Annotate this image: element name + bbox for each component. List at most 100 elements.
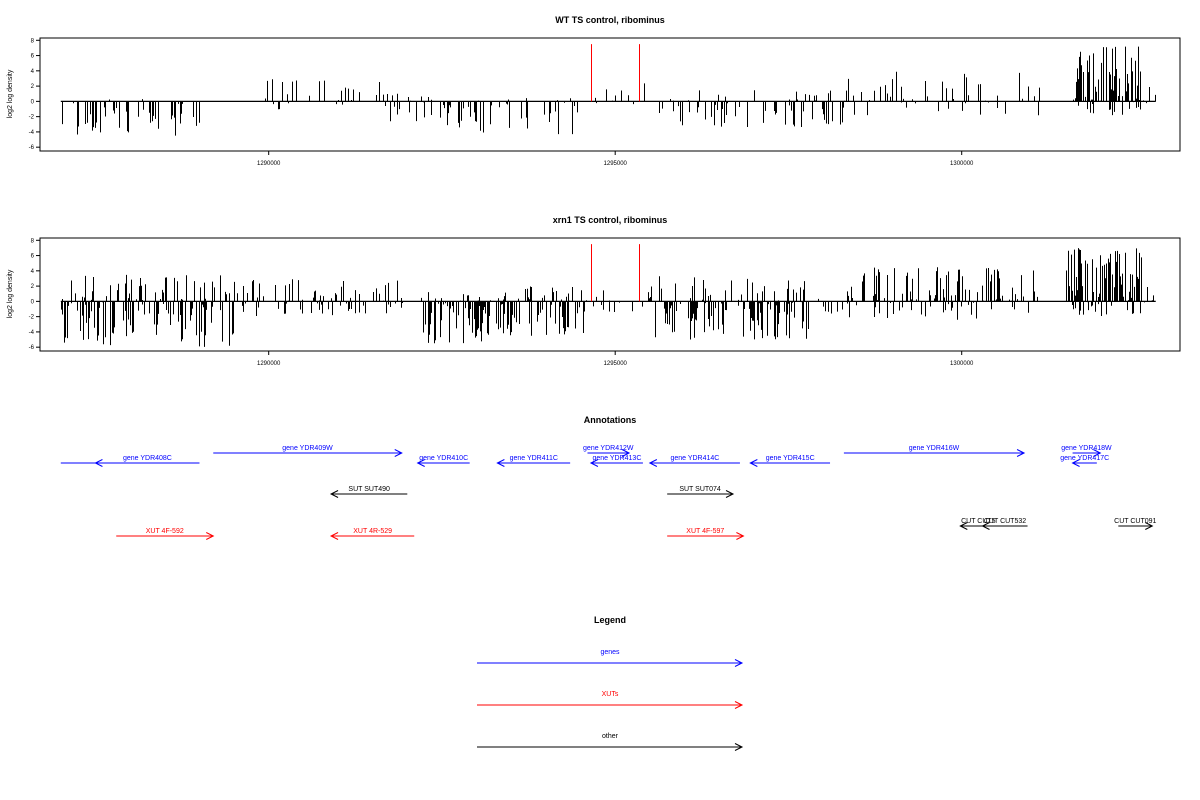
feature-label: XUT 4F-597 — [686, 528, 724, 535]
feature-label: gene YDR411C — [510, 455, 558, 462]
y-tick-label: -2 — [29, 115, 35, 121]
annotation-genes-feature: gene YDR416W — [843, 445, 1026, 457]
legend-label: other — [602, 733, 619, 740]
y-tick-label: 6 — [31, 254, 35, 260]
x-tick-label: 1290000 — [257, 361, 281, 367]
annotation-XUTs-feature: XUT 4F-592 — [116, 528, 215, 540]
annotation-genes-feature: gene YDR414C — [648, 455, 740, 467]
xrn1-density-bars — [60, 248, 1156, 347]
feature-label: CUT CUT5 — [961, 518, 996, 525]
y-tick-label: 4 — [31, 269, 35, 275]
y-tick-label: 2 — [31, 84, 35, 90]
legend-label: XUTs — [602, 691, 619, 698]
x-tick-label: 1295000 — [604, 361, 628, 367]
feature-label: gene YDR408C — [123, 455, 172, 462]
y-tick-label: -2 — [29, 315, 35, 321]
feature-label: gene YDR410C — [419, 455, 468, 462]
annotation-other-feature: SUT SUT490 — [329, 486, 408, 498]
x-tick-label: 1300000 — [950, 361, 974, 367]
legend-entry-genes: genes — [477, 649, 744, 667]
xrn1-panel-title: xrn1 TS control, ribominus — [553, 215, 668, 225]
feature-label: XUT 4R-529 — [353, 528, 392, 535]
y-tick-label: -6 — [29, 145, 35, 151]
legend-label: genes — [600, 649, 620, 656]
feature-label: gene YDR409W — [282, 445, 333, 452]
legend-panel: Legend genes XUTs other — [477, 615, 744, 751]
wt-y-axis: -6 -4 -2 0 2 4 6 8 — [29, 38, 40, 151]
feature-arrowhead — [394, 449, 403, 457]
feature-label: gene YDR417C — [1060, 455, 1109, 462]
feature-label: XUT 4F-592 — [146, 528, 184, 535]
wt-highlight-bars — [591, 44, 640, 102]
wt-plot-frame — [39, 37, 1181, 152]
feature-label: SUT SUT074 — [679, 486, 721, 493]
annotation-genes-feature: gene YDR410C — [416, 455, 470, 467]
feature-arrowhead — [416, 459, 425, 467]
annotation-genes-feature: gene YDR415C — [749, 455, 831, 467]
feature-arrowhead — [959, 522, 968, 530]
wt-track-panel: WT TS control, ribominus log2 log densit… — [7, 15, 1181, 167]
feature-label: gene YDR418W — [1061, 445, 1112, 452]
annotations-title: Annotations — [584, 415, 637, 425]
y-tick-label: 2 — [31, 284, 35, 290]
legend-arrowhead — [734, 743, 744, 751]
feature-arrowhead — [749, 459, 758, 467]
feature-arrowhead — [329, 532, 339, 540]
feature-arrowhead — [496, 459, 505, 467]
legend-entries: genes XUTs other — [477, 649, 744, 751]
y-tick-label: -6 — [29, 345, 35, 351]
annotation-XUTs-feature: XUT 4R-529 — [329, 528, 415, 540]
y-tick-label: -4 — [29, 130, 35, 136]
legend-title: Legend — [594, 615, 626, 625]
xrn1-plot-frame — [39, 237, 1181, 352]
feature-label: gene YDR413C — [592, 455, 641, 462]
annotation-other-feature: SUT SUT074 — [667, 486, 735, 498]
annotation-genes-feature: gene YDR411C — [496, 455, 571, 467]
feature-arrowhead — [206, 532, 215, 540]
wt-y-axis-label: log2 log density — [7, 69, 14, 118]
legend-arrowhead — [734, 659, 744, 667]
x-tick-label: 1295000 — [604, 161, 628, 167]
xrn1-y-axis-label: log2 log density — [7, 269, 14, 318]
annotation-genes-feature: gene YDR418W — [1061, 445, 1112, 457]
y-tick-label: 8 — [31, 238, 35, 244]
wt-density-bars — [60, 46, 1156, 136]
feature-label: SUT SUT490 — [348, 486, 390, 493]
feature-arrowhead — [589, 459, 599, 467]
xrn1-y-axis: -6 -4 -2 0 2 4 6 8 — [29, 238, 40, 351]
legend-arrowhead — [734, 701, 744, 709]
annotation-features: gene YDR408C gene YDR409W gene YDR410C gene… — [60, 445, 1157, 540]
legend-entry-XUTs: XUTs — [477, 691, 744, 709]
annotation-other-feature: CUT CUT532 — [981, 518, 1028, 530]
y-tick-label: 6 — [31, 54, 35, 60]
y-tick-label: 8 — [31, 38, 35, 44]
x-tick-label: 1290000 — [257, 161, 281, 167]
feature-arrowhead — [621, 449, 631, 457]
feature-arrowhead — [981, 522, 990, 530]
annotation-genes-feature: gene YDR417C — [1060, 455, 1109, 467]
feature-arrowhead — [1071, 459, 1080, 467]
feature-arrowhead — [648, 459, 658, 467]
xrn1-x-axis: 1290000 1295000 1300000 — [257, 351, 974, 367]
feature-arrowhead — [1145, 522, 1154, 530]
y-tick-label: 0 — [31, 99, 35, 105]
annotation-genes-feature: gene YDR412W — [583, 445, 634, 457]
feature-label: gene YDR414C — [670, 455, 719, 462]
feature-label: CUT CUT532 — [984, 518, 1026, 525]
xrn1-highlight-bars — [591, 244, 640, 302]
feature-label: gene YDR415C — [766, 455, 815, 462]
x-tick-label: 1300000 — [950, 161, 974, 167]
y-tick-label: -4 — [29, 330, 35, 336]
annotation-XUTs-feature: XUT 4F-597 — [667, 528, 745, 540]
feature-arrowhead — [1016, 449, 1026, 457]
annotation-genes-feature: gene YDR409W — [213, 445, 403, 457]
legend-entry-other: other — [477, 733, 744, 751]
annotation-genes-feature: gene YDR413C — [589, 455, 643, 467]
feature-arrowhead — [725, 490, 735, 498]
feature-label: gene YDR416W — [909, 445, 960, 452]
xrn1-track-panel: xrn1 TS control, ribominus log2 log dens… — [7, 215, 1181, 367]
feature-label: gene YDR412W — [583, 445, 634, 452]
